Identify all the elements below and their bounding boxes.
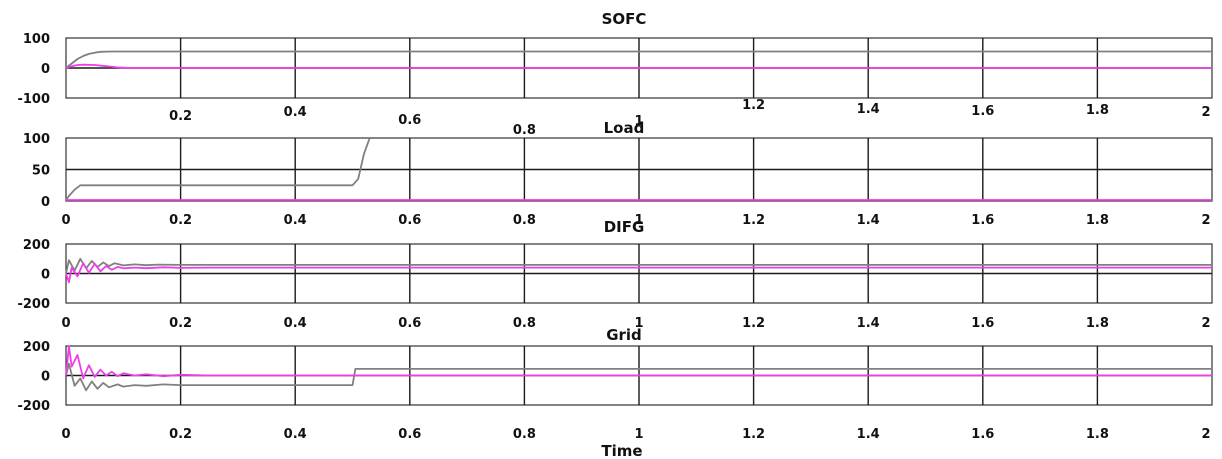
y-tick-label: -200: [17, 399, 50, 414]
x-tick-label: 1.2: [742, 427, 765, 442]
y-tick-label: -100: [17, 92, 50, 107]
y-tick-label: 0: [41, 268, 50, 283]
x-tick-label: 1: [634, 316, 643, 331]
x-tick-label: 0.6: [398, 316, 421, 331]
x-tick-label: 1.4: [857, 427, 880, 442]
x-tick-label: 1.4: [857, 102, 880, 117]
subplot-title: SOFC: [602, 10, 647, 28]
x-tick-label: 0.4: [284, 105, 307, 120]
x-tick-label: 1: [634, 213, 643, 228]
y-tick-label: 100: [23, 32, 50, 47]
x-tick-label: 1.6: [971, 316, 994, 331]
x-tick-label: 2: [1201, 427, 1210, 442]
x-tick-label: 0.2: [169, 213, 192, 228]
x-tick-label: 1.2: [742, 213, 765, 228]
x-tick-label: 0: [61, 213, 70, 228]
y-tick-label: 200: [23, 340, 50, 355]
y-tick-label: 50: [32, 164, 50, 179]
x-tick-label: 0.6: [398, 113, 421, 128]
x-tick-label: 0.4: [284, 316, 307, 331]
x-tick-label: 0.6: [398, 427, 421, 442]
x-tick-label: 0.8: [513, 213, 536, 228]
y-tick-label: 0: [41, 195, 50, 210]
x-tick-label: 1.6: [971, 427, 994, 442]
y-tick-label: -200: [17, 297, 50, 312]
x-tick-label: 1.6: [971, 213, 994, 228]
x-tick-label: 1.8: [1086, 427, 1109, 442]
x-tick-label: 1: [634, 427, 643, 442]
x-tick-label: 0.4: [284, 427, 307, 442]
x-tick-label: 2: [1201, 213, 1210, 228]
x-tick-label: 0.4: [284, 213, 307, 228]
x-tick-label: 1.4: [857, 213, 880, 228]
y-tick-label: 200: [23, 238, 50, 253]
x-tick-label: 0.2: [169, 109, 192, 124]
x-tick-label: 2: [1201, 105, 1210, 120]
x-tick-label: 1.2: [742, 98, 765, 113]
x-tick-label: 0.2: [169, 316, 192, 331]
x-tick-label: 0.8: [513, 123, 536, 138]
x-tick-label: 0.8: [513, 427, 536, 442]
x-tick-label: 0.2: [169, 427, 192, 442]
x-tick-label: 1.2: [742, 316, 765, 331]
x-axis-label: Time: [601, 442, 642, 459]
x-tick-label: 0: [61, 316, 70, 331]
x-tick-label: 2: [1201, 316, 1210, 331]
x-tick-label: 1: [634, 114, 643, 129]
x-tick-label: 1.8: [1086, 103, 1109, 118]
x-tick-label: 0.8: [513, 316, 536, 331]
x-tick-label: 0.6: [398, 213, 421, 228]
y-tick-label: 100: [23, 132, 50, 147]
x-tick-label: 1.4: [857, 316, 880, 331]
x-tick-label: 1.8: [1086, 316, 1109, 331]
x-tick-label: 1.8: [1086, 213, 1109, 228]
x-tick-label: 1.6: [971, 104, 994, 119]
y-tick-label: 0: [41, 62, 50, 77]
x-tick-label: 0: [61, 427, 70, 442]
y-tick-label: 0: [41, 370, 50, 385]
